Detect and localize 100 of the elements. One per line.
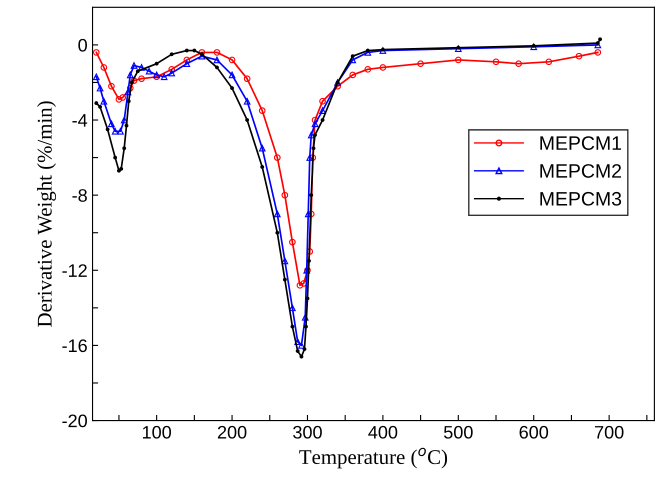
y-tick-label: -8 (72, 189, 87, 202)
point (119, 94, 126, 101)
point (112, 128, 118, 135)
point (364, 49, 372, 56)
y-tick-label: 0 (78, 38, 87, 52)
point (319, 98, 326, 105)
point (274, 210, 281, 218)
point (594, 42, 602, 48)
point (153, 73, 160, 80)
point (349, 56, 356, 64)
point (454, 56, 462, 64)
y-axis-title: Derivative Weight (%/min) (37, 101, 56, 327)
x-tick-label: 200 (218, 426, 246, 439)
point (296, 282, 304, 289)
point (126, 84, 134, 92)
point (119, 166, 124, 171)
legend-label: MEPCM3 (540, 192, 622, 206)
point (168, 66, 176, 73)
point (94, 101, 98, 106)
point (215, 65, 219, 70)
x-tick-label: 300 (293, 426, 322, 439)
x-tick-label: 400 (368, 426, 398, 439)
point (275, 230, 280, 235)
point (282, 192, 288, 198)
point (274, 154, 281, 161)
point (116, 96, 122, 103)
point (100, 98, 108, 105)
point (304, 324, 308, 329)
y-tick-label: -12 (62, 264, 87, 277)
legend-label: MEPCM1 (540, 136, 622, 150)
x-axis-title: Temperature ($^{o}$C) (299, 448, 448, 468)
point (492, 58, 500, 66)
point (130, 77, 138, 84)
x-tick-label: 500 (444, 426, 473, 439)
point (146, 68, 152, 75)
point (100, 64, 108, 71)
point (302, 314, 309, 321)
point (364, 66, 372, 73)
point (214, 49, 220, 56)
point (298, 342, 305, 349)
point (598, 37, 602, 42)
point (136, 69, 140, 74)
point (306, 154, 314, 161)
point (308, 132, 315, 138)
point (289, 304, 296, 312)
point (124, 88, 132, 96)
point (113, 156, 118, 160)
point (349, 72, 356, 78)
point (228, 72, 236, 78)
point (183, 56, 190, 64)
point (302, 347, 306, 352)
point (306, 248, 314, 255)
point (168, 70, 176, 76)
point (108, 82, 115, 90)
point (160, 73, 168, 80)
point (576, 52, 582, 60)
x-tick-label: 700 (595, 426, 624, 439)
point (200, 52, 204, 56)
point (106, 127, 110, 132)
point (312, 146, 316, 150)
point (417, 60, 424, 68)
point (260, 165, 264, 169)
x-tick-label: 100 (142, 426, 171, 439)
point (126, 99, 131, 104)
point (130, 80, 134, 84)
point (244, 75, 250, 82)
point (380, 64, 386, 71)
point (138, 75, 145, 82)
point (366, 48, 370, 52)
point (130, 62, 138, 69)
point (154, 62, 159, 66)
point (596, 41, 600, 45)
y-tick-label: -16 (62, 339, 87, 352)
point (312, 116, 318, 124)
point (530, 43, 538, 50)
point (313, 133, 317, 137)
point (282, 278, 287, 282)
point (289, 238, 296, 246)
point (515, 60, 522, 68)
point (319, 107, 326, 114)
point (545, 58, 552, 66)
point (198, 49, 206, 56)
point (300, 354, 304, 359)
point (120, 116, 128, 124)
point (244, 98, 250, 105)
point (138, 64, 145, 71)
point (124, 124, 128, 128)
point (245, 118, 250, 122)
point (258, 144, 266, 152)
x-tick-label: 600 (520, 426, 548, 439)
point (92, 73, 100, 80)
point (230, 86, 234, 90)
point (92, 49, 100, 56)
point (96, 84, 104, 92)
point (282, 258, 288, 264)
legend-label: MEPCM2 (540, 164, 622, 178)
point (108, 120, 115, 128)
point (350, 54, 355, 58)
point (320, 118, 325, 122)
y-tick-label: -4 (72, 114, 88, 127)
